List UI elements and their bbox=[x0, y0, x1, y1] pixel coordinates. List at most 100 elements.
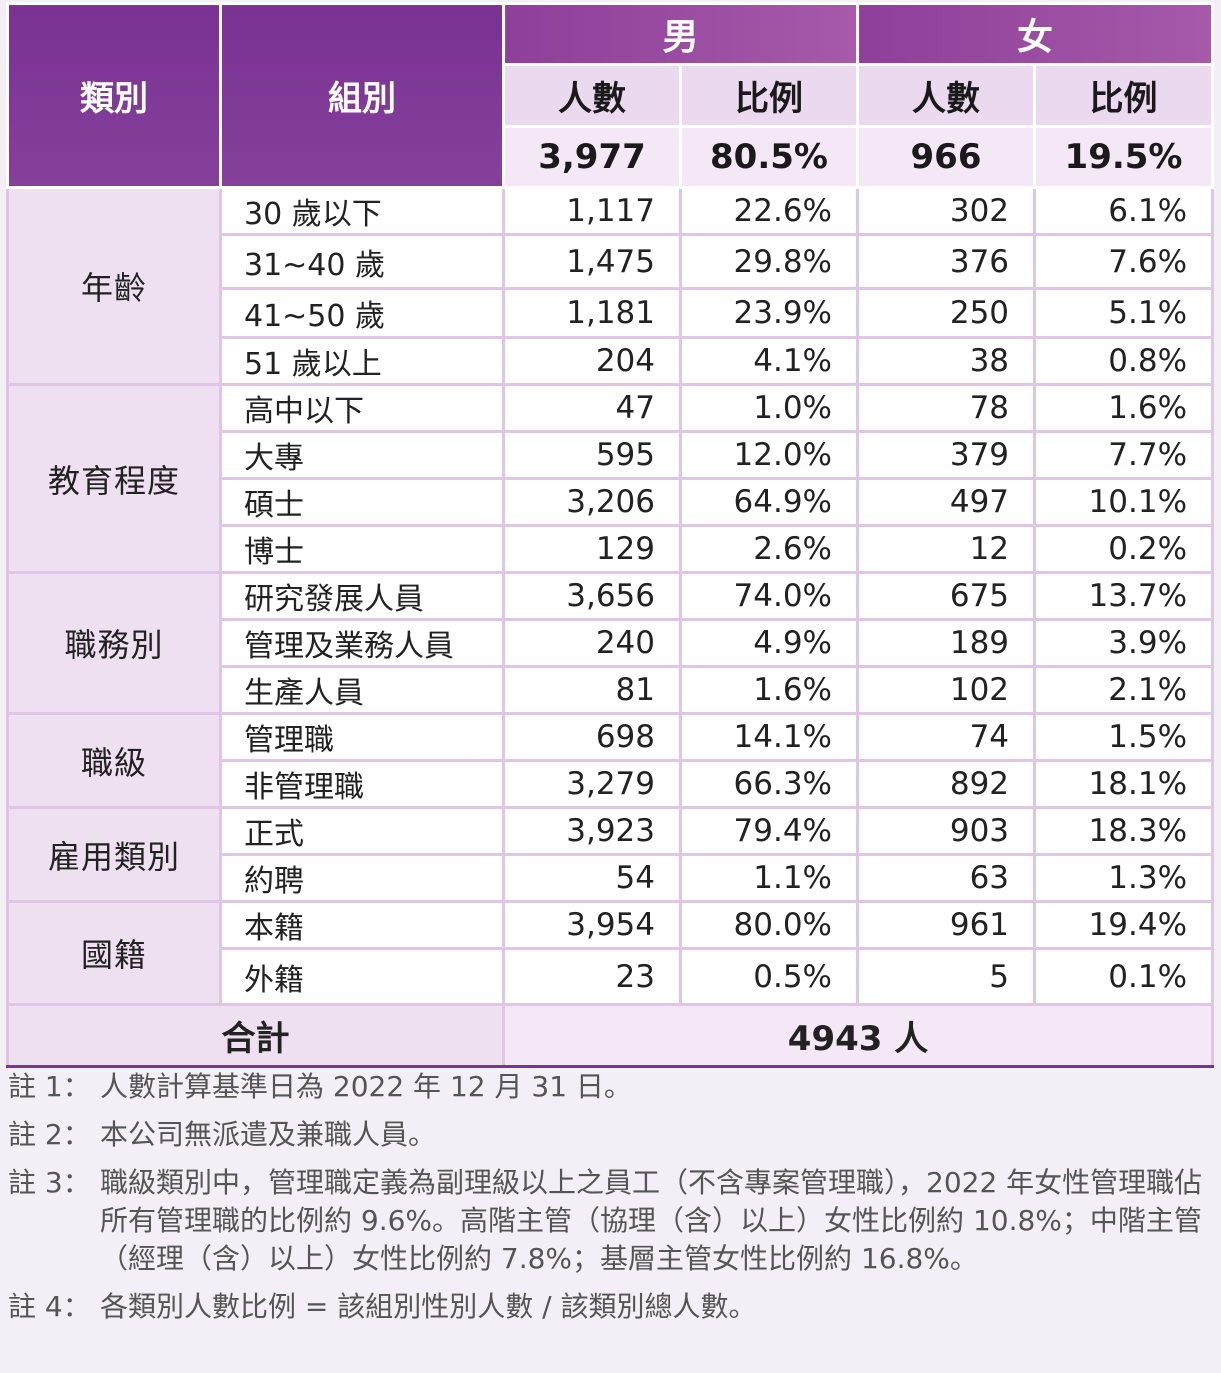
female-count-cell: 961 bbox=[856, 900, 1037, 950]
male-ratio-cell: 80.0% bbox=[678, 900, 860, 950]
female-count-cell: 302 bbox=[856, 186, 1037, 236]
header-female-count: 人數 bbox=[856, 63, 1037, 128]
group-cell: 外籍 bbox=[219, 947, 505, 1006]
footnote-text: 職級類別中，管理職定義為副理級以上之員工（不含專案管理職），2022 年女性管理… bbox=[100, 1166, 1203, 1275]
male-ratio-cell: 12.0% bbox=[678, 430, 860, 480]
group-cell: 管理及業務人員 bbox=[219, 618, 505, 668]
female-ratio-cell: 7.6% bbox=[1033, 233, 1215, 290]
table-row: 碩士 3,206 64.9% 497 10.1% bbox=[8, 477, 1215, 527]
male-total-ratio: 80.5% bbox=[678, 125, 860, 189]
female-count-cell: 78 bbox=[856, 383, 1037, 433]
group-cell: 51 歲以上 bbox=[219, 336, 505, 386]
footnote-mark: 註 3： bbox=[8, 1166, 91, 1199]
table-row: 大專 595 12.0% 379 7.7% bbox=[8, 430, 1215, 480]
female-total-count: 966 bbox=[856, 125, 1037, 189]
female-count-cell: 497 bbox=[856, 477, 1037, 527]
footnote-text: 各類別人數比例 = 該組別性別人數 / 該類別總人數。 bbox=[100, 1290, 757, 1323]
female-count-cell: 189 bbox=[856, 618, 1037, 668]
male-count-cell: 3,656 bbox=[502, 571, 682, 621]
group-cell: 博士 bbox=[219, 524, 505, 574]
male-count-cell: 1,117 bbox=[502, 186, 682, 236]
table-row: 國籍 本籍 3,954 80.0% 961 19.4% bbox=[6, 900, 1215, 1006]
table-header: 類別 組別 男 女 人數 比例 人數 比例 3,977 80.5% 966 19… bbox=[6, 2, 1215, 189]
footnote-mark: 註 2： bbox=[8, 1118, 91, 1151]
male-ratio-cell: 66.3% bbox=[678, 759, 860, 809]
male-count-cell: 47 bbox=[502, 383, 682, 433]
total-value: 4943 人 bbox=[501, 1003, 1215, 1068]
male-ratio-cell: 4.9% bbox=[678, 618, 860, 668]
female-ratio-cell: 6.1% bbox=[1033, 186, 1215, 236]
male-count-cell: 54 bbox=[502, 853, 682, 903]
male-count-cell: 240 bbox=[502, 618, 682, 668]
male-ratio-cell: 1.1% bbox=[678, 853, 860, 903]
female-ratio-cell: 1.6% bbox=[1033, 383, 1215, 433]
male-ratio-cell: 74.0% bbox=[678, 571, 860, 621]
female-ratio-cell: 13.7% bbox=[1033, 571, 1215, 621]
female-ratio-cell: 10.1% bbox=[1033, 477, 1215, 527]
male-ratio-cell: 79.4% bbox=[678, 806, 860, 856]
table-row: 職級 管理職 698 14.1% 74 1.5% bbox=[6, 712, 1215, 809]
footnote: 註 2： 本公司無派遣及兼職人員。 bbox=[8, 1116, 1213, 1154]
female-ratio-cell: 1.5% bbox=[1033, 712, 1215, 762]
male-count-cell: 129 bbox=[502, 524, 682, 574]
male-ratio-cell: 1.0% bbox=[678, 383, 860, 433]
group-cell: 41~50 歲 bbox=[219, 287, 505, 339]
male-ratio-cell: 64.9% bbox=[678, 477, 860, 527]
male-count-cell: 23 bbox=[502, 947, 682, 1006]
female-ratio-cell: 0.8% bbox=[1033, 336, 1215, 386]
female-ratio-cell: 0.2% bbox=[1033, 524, 1215, 574]
male-count-cell: 1,181 bbox=[502, 287, 682, 339]
table-row: 管理及業務人員 240 4.9% 189 3.9% bbox=[8, 618, 1215, 668]
female-ratio-cell: 18.1% bbox=[1033, 759, 1215, 809]
female-total-ratio: 19.5% bbox=[1033, 125, 1215, 189]
footnote: 註 1： 人數計算基準日為 2022 年 12 月 31 日。 bbox=[8, 1068, 1213, 1106]
total-row: 合計 4943 人 bbox=[6, 1003, 1215, 1068]
female-count-cell: 903 bbox=[856, 806, 1037, 856]
table-row: 31~40 歲 1,475 29.8% 376 7.6% bbox=[8, 233, 1215, 290]
male-ratio-cell: 0.5% bbox=[678, 947, 860, 1006]
group-cell: 本籍 bbox=[219, 900, 505, 950]
male-count-cell: 3,206 bbox=[502, 477, 682, 527]
table-row: 生產人員 81 1.6% 102 2.1% bbox=[8, 665, 1215, 715]
table-row: 非管理職 3,279 66.3% 892 18.1% bbox=[8, 759, 1215, 809]
footnote-text: 本公司無派遣及兼職人員。 bbox=[100, 1118, 437, 1151]
table-row: 職務別 研究發展人員 3,656 74.0% 675 13.7% bbox=[6, 571, 1215, 715]
group-cell: 研究發展人員 bbox=[219, 571, 505, 621]
header-male-count: 人數 bbox=[502, 63, 682, 128]
male-ratio-cell: 2.6% bbox=[678, 524, 860, 574]
table-row: 雇用類別 正式 3,923 79.4% 903 18.3% bbox=[6, 806, 1215, 903]
header-female: 女 bbox=[856, 2, 1215, 66]
header-female-ratio: 比例 bbox=[1033, 63, 1215, 128]
table-body: 年齡 30 歲以下 1,117 22.6% 302 6.1% 31~40 歲 1… bbox=[6, 186, 1215, 1068]
male-ratio-cell: 23.9% bbox=[678, 287, 860, 339]
female-ratio-cell: 0.1% bbox=[1033, 947, 1215, 1006]
category-cell: 雇用類別 bbox=[6, 806, 222, 903]
group-cell: 約聘 bbox=[219, 853, 505, 903]
male-count-cell: 3,279 bbox=[502, 759, 682, 809]
female-count-cell: 102 bbox=[856, 665, 1037, 715]
female-count-cell: 379 bbox=[856, 430, 1037, 480]
header-group: 組別 bbox=[219, 2, 505, 189]
female-count-cell: 74 bbox=[856, 712, 1037, 762]
table-row: 教育程度 高中以下 47 1.0% 78 1.6% bbox=[6, 383, 1215, 574]
female-ratio-cell: 2.1% bbox=[1033, 665, 1215, 715]
category-cell: 年齡 bbox=[6, 186, 222, 386]
male-total-count: 3,977 bbox=[502, 125, 682, 189]
female-ratio-cell: 3.9% bbox=[1033, 618, 1215, 668]
footnote-text: 人數計算基準日為 2022 年 12 月 31 日。 bbox=[100, 1070, 632, 1103]
female-count-cell: 5 bbox=[856, 947, 1037, 1006]
table-row: 51 歲以上 204 4.1% 38 0.8% bbox=[8, 336, 1215, 386]
male-count-cell: 3,923 bbox=[502, 806, 682, 856]
female-count-cell: 63 bbox=[856, 853, 1037, 903]
male-count-cell: 3,954 bbox=[502, 900, 682, 950]
category-cell: 教育程度 bbox=[6, 383, 222, 574]
male-count-cell: 81 bbox=[502, 665, 682, 715]
group-cell: 高中以下 bbox=[219, 383, 505, 433]
female-count-cell: 12 bbox=[856, 524, 1037, 574]
female-count-cell: 250 bbox=[856, 287, 1037, 339]
table-row: 41~50 歲 1,181 23.9% 250 5.1% bbox=[8, 287, 1215, 339]
category-cell: 職務別 bbox=[6, 571, 222, 715]
male-ratio-cell: 1.6% bbox=[678, 665, 860, 715]
header-male: 男 bbox=[501, 2, 860, 66]
male-ratio-cell: 22.6% bbox=[678, 186, 860, 236]
